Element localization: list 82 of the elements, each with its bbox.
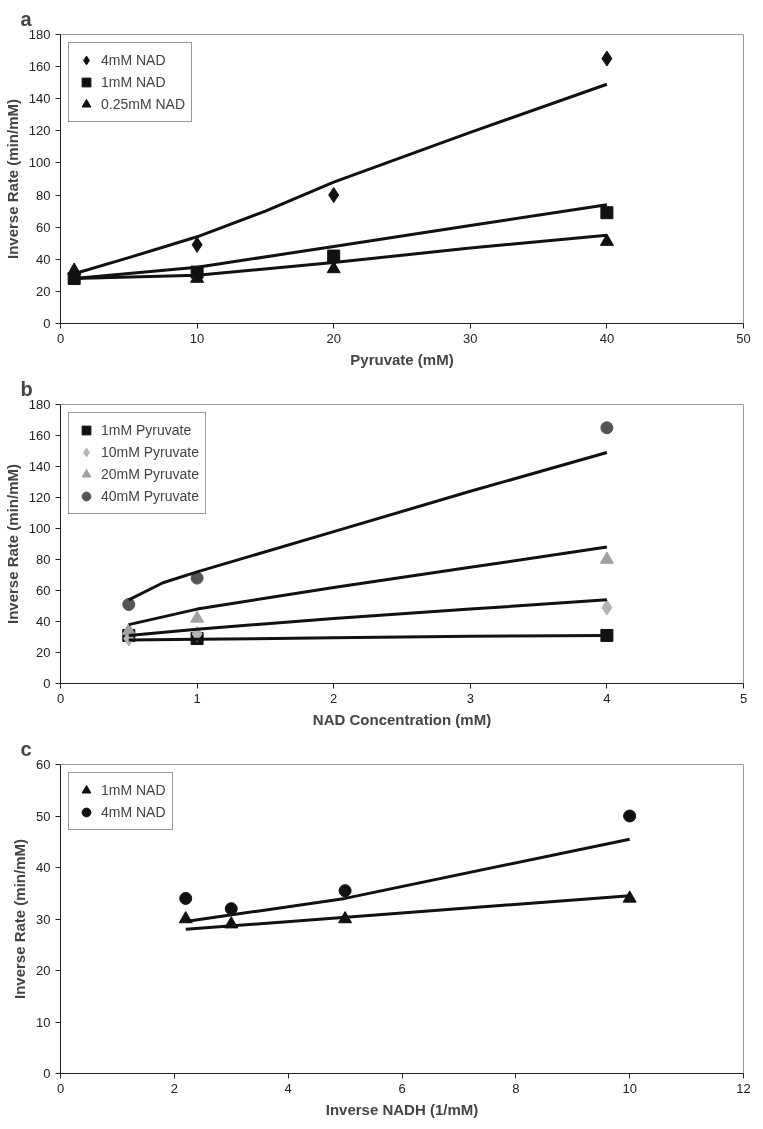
x-axis-title: Inverse NADH (1/mM) (325, 1100, 479, 1118)
point (327, 249, 341, 263)
x-tick-label: 0 (56, 1080, 65, 1096)
x-tick-label: 12 (736, 1080, 751, 1096)
y-tick-label: 80 (36, 552, 51, 567)
y-tick-label: 140 (28, 459, 51, 474)
point (191, 236, 203, 253)
y-tick-label: 60 (36, 219, 51, 235)
x-tick-label: 8 (512, 1080, 520, 1096)
legend-label: 40mM Pyruvate (101, 488, 200, 504)
point (600, 421, 614, 435)
point (601, 599, 613, 616)
y-tick-label: 120 (28, 123, 51, 139)
x-tick-label: 4 (284, 1080, 292, 1096)
legend-label: 1mM NAD (101, 782, 166, 798)
y-tick-label: 0 (43, 676, 51, 691)
y-tick-label: 20 (36, 283, 51, 299)
y-tick-label: 60 (36, 583, 51, 598)
x-tick-label: 40 (599, 330, 615, 346)
y-axis-title: Inverse Rate (min/mM) (11, 838, 29, 1000)
point (599, 551, 614, 564)
y-tick-label: 60 (36, 757, 51, 772)
x-tick-label: 10 (189, 330, 205, 346)
x-tick-label: 3 (466, 690, 474, 706)
x-tick-label: 1 (193, 690, 201, 706)
y-tick-label: 100 (28, 155, 51, 171)
legend-label: 4mM NAD (101, 52, 166, 68)
x-tick-label: 50 (736, 330, 751, 346)
x-tick-label: 5 (739, 690, 748, 706)
y-axis-title: Inverse Rate (min/mM) (3, 98, 21, 260)
legend-label: 10mM Pyruvate (101, 444, 200, 460)
point (190, 610, 205, 623)
x-tick-label: 0 (56, 690, 65, 706)
point (601, 50, 613, 67)
point (623, 809, 637, 823)
y-tick-label: 180 (28, 27, 51, 42)
point (224, 902, 238, 916)
y-tick-label: 140 (28, 91, 51, 107)
point (599, 233, 614, 246)
x-axis-title: NAD Concentration (mM) (312, 710, 492, 728)
y-axis-title: Inverse Rate (min/mM) (3, 463, 21, 625)
point (190, 571, 204, 585)
y-tick-label: 0 (43, 1066, 51, 1081)
chart-title: a (20, 7, 33, 30)
chart-title: c (20, 737, 32, 760)
y-tick-label: 100 (28, 521, 51, 536)
x-tick-label: 30 (463, 330, 478, 346)
y-tick-label: 40 (36, 860, 51, 875)
y-tick-label: 180 (28, 397, 51, 412)
y-tick-label: 40 (36, 251, 51, 267)
x-tick-label: 0 (56, 330, 65, 346)
y-tick-label: 30 (36, 911, 51, 927)
legend-label: 1mM Pyruvate (101, 422, 192, 438)
y-tick-label: 20 (36, 645, 51, 660)
point (122, 597, 136, 611)
point (338, 884, 352, 898)
legend-label: 1mM NAD (101, 74, 166, 90)
x-tick-label: 2 (170, 1080, 178, 1096)
x-tick-label: 4 (603, 690, 611, 706)
x-tick-label: 20 (326, 330, 341, 346)
y-tick-label: 80 (36, 187, 51, 203)
x-tick-label: 2 (330, 690, 338, 706)
point (328, 187, 340, 204)
chart-title: b (20, 377, 33, 400)
x-tick-label: 6 (398, 1080, 406, 1096)
point (600, 206, 614, 220)
y-tick-label: 40 (36, 614, 51, 629)
x-axis-title: Pyruvate (mM) (350, 350, 454, 368)
x-tick-label: 10 (622, 1080, 637, 1096)
point (600, 628, 614, 642)
y-tick-label: 120 (28, 490, 51, 505)
y-tick-label: 20 (36, 963, 51, 978)
y-tick-label: 160 (28, 428, 51, 443)
y-tick-label: 160 (28, 59, 51, 75)
legend-label: 0.25mM NAD (101, 96, 186, 112)
y-tick-label: 50 (36, 808, 51, 824)
point (179, 891, 193, 905)
legend-label: 20mM Pyruvate (101, 466, 200, 482)
y-tick-label: 10 (36, 1014, 51, 1030)
point (622, 890, 637, 903)
y-tick-label: 0 (43, 316, 51, 331)
legend-label: 4mM NAD (101, 804, 166, 820)
